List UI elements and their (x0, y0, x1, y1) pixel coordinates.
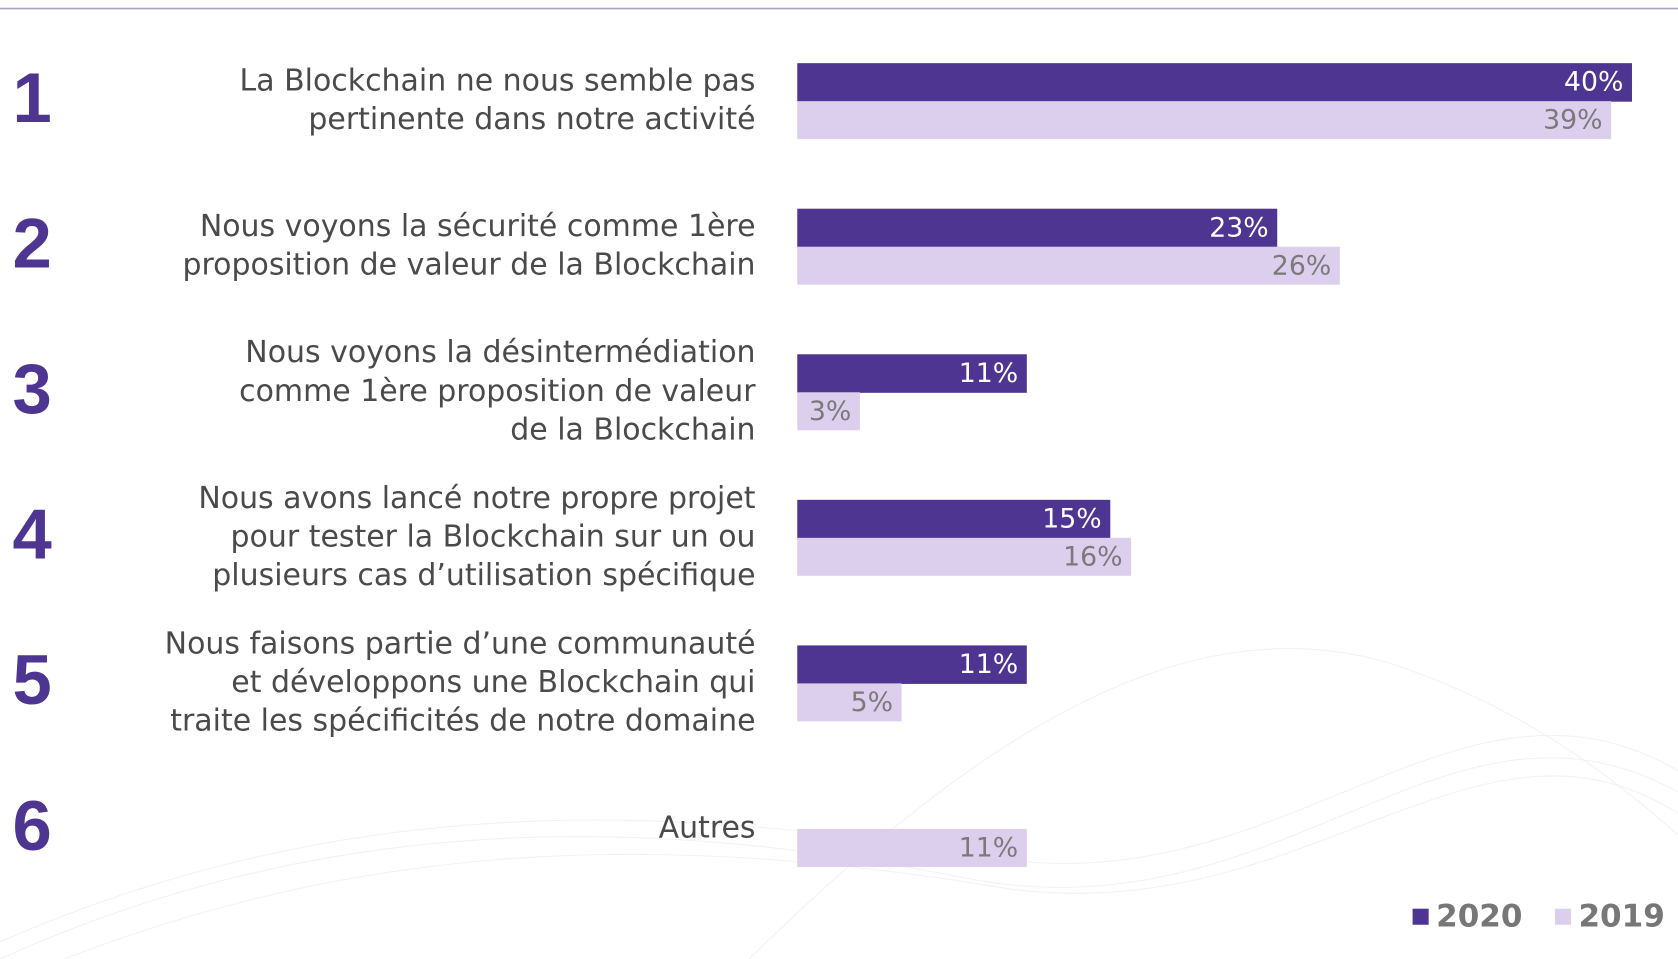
legend-swatch (1555, 909, 1571, 925)
chart: 1 La Blockchain ne nous semble pas pertine… (0, 0, 1678, 959)
category-label: pertinente dans notre activité (308, 102, 755, 137)
rank: 4 (12, 495, 51, 574)
value-label: 39% (1543, 105, 1602, 136)
category-label: comme 1ère proposition de valeur (239, 374, 756, 409)
value-label: 40% (1564, 67, 1623, 98)
value-label: 16% (1063, 541, 1122, 572)
page: {"chart_data": {"type": "bar", "orientat… (0, 0, 1678, 959)
rank: 5 (12, 640, 51, 719)
legend-label: 2019 (1578, 898, 1664, 934)
category-label: Nous avons lancé notre propre projet (198, 481, 755, 516)
value-label: 15% (1042, 503, 1101, 534)
value-label: 11% (959, 649, 1018, 680)
value-label: 3% (809, 396, 851, 427)
category-label: Nous voyons la sécurité comme 1ère (200, 209, 756, 244)
category-label: La Blockchain ne nous semble pas (240, 63, 756, 98)
legend-label: 2020 (1436, 898, 1522, 934)
category-label: Nous faisons partie d’une communauté (165, 626, 756, 661)
bar (797, 63, 1632, 102)
category-label: et développons une Blockchain qui (231, 665, 755, 700)
category-label: Nous voyons la désintermédiation (245, 335, 755, 370)
value-label: 5% (851, 687, 893, 718)
legend-swatch (1413, 909, 1429, 925)
category-label: proposition de valeur de la Blockchain (183, 247, 756, 282)
rank: 1 (12, 58, 51, 137)
bar (797, 247, 1340, 285)
category-label: pour tester la Blockchain sur un ou (231, 519, 756, 554)
bar (797, 209, 1277, 248)
value-label: 11% (959, 833, 1018, 864)
category-label: traite les spécificités de notre domaine (170, 703, 755, 738)
rank: 3 (12, 349, 51, 428)
rank: 2 (12, 204, 51, 283)
value-label: 11% (959, 358, 1018, 389)
category-label: de la Blockchain (510, 412, 755, 447)
value-label: 26% (1272, 250, 1331, 281)
value-label: 23% (1209, 212, 1268, 243)
bar (797, 101, 1611, 139)
rank: 6 (12, 786, 51, 865)
category-label: plusieurs cas d’utilisation spécifique (212, 558, 755, 593)
category-label: Autres (659, 810, 756, 845)
